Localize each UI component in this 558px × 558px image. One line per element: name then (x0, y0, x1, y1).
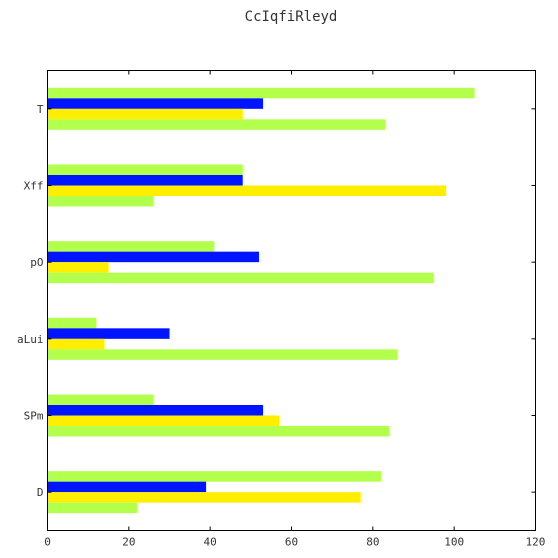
bar-T-series-4 (47, 119, 386, 130)
bar-aLui-series-2 (47, 328, 170, 339)
y-tick-label: aLui (17, 333, 44, 346)
y-tick-label: Xff (24, 180, 44, 193)
bar-D-series-4 (47, 502, 137, 514)
bar-SPm-series-1 (47, 394, 154, 405)
x-tick-label: 100 (444, 536, 464, 549)
x-axis: 0 20 40 60 80 100 120 (44, 70, 546, 549)
bar-T-series-2 (47, 98, 264, 109)
bar-Xff-series-4 (47, 196, 154, 207)
x-tick-label: 80 (366, 536, 379, 549)
x-tick-label: 20 (122, 536, 135, 549)
bar-pO-series-1 (47, 241, 215, 252)
plot-frame (47, 70, 536, 531)
bar-aLui-series-4 (47, 349, 398, 360)
bar-aLui-series-1 (47, 317, 97, 329)
x-tick-label: 40 (204, 536, 217, 549)
y-tick-label: pO (30, 256, 43, 269)
bar-pO-series-2 (47, 251, 259, 263)
bar-SPm-series-2 (47, 405, 264, 416)
bar-D-series-3 (47, 492, 361, 503)
x-tick-label: 120 (526, 536, 546, 549)
bar-T-series-1 (47, 87, 475, 99)
bars (47, 87, 475, 514)
bar-pO-series-3 (47, 262, 109, 273)
bar-Xff-series-3 (47, 185, 447, 196)
bar-aLui-series-3 (47, 338, 105, 350)
y-tick-label: T (37, 103, 44, 116)
bar-T-series-3 (47, 108, 243, 120)
bar-Xff-series-1 (47, 164, 243, 175)
bar-Xff-series-2 (47, 175, 243, 186)
x-tick-label: 0 (44, 536, 51, 549)
chart-title: CcIqfiRleyd (245, 9, 338, 25)
bar-SPm-series-3 (47, 415, 280, 426)
y-tick-label: SPm (24, 410, 44, 423)
bar-SPm-series-4 (47, 426, 390, 437)
x-tick-label: 60 (285, 536, 298, 549)
bar-D-series-1 (47, 471, 381, 482)
bar-D-series-2 (47, 481, 207, 493)
bar-pO-series-4 (47, 272, 434, 284)
y-tick-label: D (37, 486, 44, 499)
y-axis: T Xff pO aLui SPm D (17, 103, 536, 499)
